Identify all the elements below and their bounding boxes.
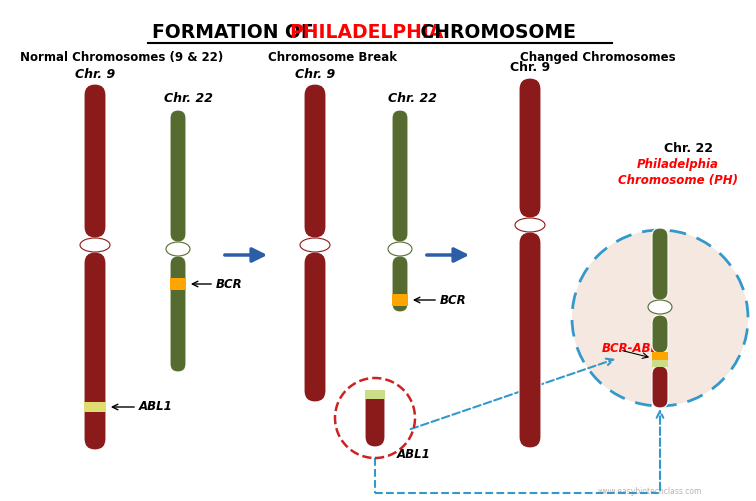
- Bar: [652, 360, 668, 367]
- FancyBboxPatch shape: [170, 110, 186, 242]
- Ellipse shape: [388, 242, 412, 256]
- Text: ABL1: ABL1: [397, 448, 431, 461]
- Ellipse shape: [648, 300, 672, 314]
- Text: BCR: BCR: [440, 294, 466, 307]
- Ellipse shape: [80, 238, 110, 252]
- Text: FORMATION OF: FORMATION OF: [152, 23, 321, 42]
- Text: ABL1: ABL1: [139, 400, 173, 413]
- Circle shape: [572, 230, 748, 406]
- FancyBboxPatch shape: [170, 256, 186, 372]
- Ellipse shape: [166, 242, 190, 256]
- Bar: [84, 402, 106, 412]
- FancyBboxPatch shape: [84, 84, 106, 238]
- FancyBboxPatch shape: [652, 228, 668, 300]
- Text: Changed Chromosomes: Changed Chromosomes: [520, 51, 676, 64]
- Text: Chr. 22: Chr. 22: [388, 92, 436, 105]
- Text: BCR-ABL1: BCR-ABL1: [602, 342, 668, 355]
- Text: Chr. 22: Chr. 22: [664, 141, 712, 154]
- FancyBboxPatch shape: [304, 84, 326, 238]
- Text: Chr. 9: Chr. 9: [295, 68, 335, 81]
- Text: Philadelphia
Chromosome (PH): Philadelphia Chromosome (PH): [618, 157, 738, 186]
- Ellipse shape: [515, 218, 545, 232]
- Bar: [170, 278, 186, 290]
- Text: Chr. 9: Chr. 9: [75, 68, 115, 81]
- FancyBboxPatch shape: [304, 252, 326, 402]
- Text: Chr. 22: Chr. 22: [163, 92, 212, 105]
- Text: Chr. 9: Chr. 9: [510, 61, 550, 74]
- FancyBboxPatch shape: [652, 315, 668, 353]
- Ellipse shape: [300, 238, 330, 252]
- Bar: [392, 294, 408, 306]
- Text: BCR: BCR: [216, 278, 243, 291]
- FancyBboxPatch shape: [652, 366, 668, 408]
- FancyBboxPatch shape: [84, 252, 106, 450]
- FancyBboxPatch shape: [365, 390, 385, 447]
- FancyBboxPatch shape: [519, 78, 541, 218]
- Text: CHROMOSOME: CHROMOSOME: [414, 23, 576, 42]
- Bar: [365, 390, 385, 399]
- Bar: [652, 352, 668, 360]
- Text: www.easybiotechclass.com: www.easybiotechclass.com: [598, 487, 702, 496]
- FancyBboxPatch shape: [392, 256, 408, 312]
- Text: Normal Chromosomes (9 & 22): Normal Chromosomes (9 & 22): [20, 51, 223, 64]
- FancyBboxPatch shape: [392, 110, 408, 242]
- FancyBboxPatch shape: [519, 232, 541, 448]
- Text: Chromosome Break: Chromosome Break: [268, 51, 397, 64]
- Text: PHILADELPHIA: PHILADELPHIA: [289, 23, 443, 42]
